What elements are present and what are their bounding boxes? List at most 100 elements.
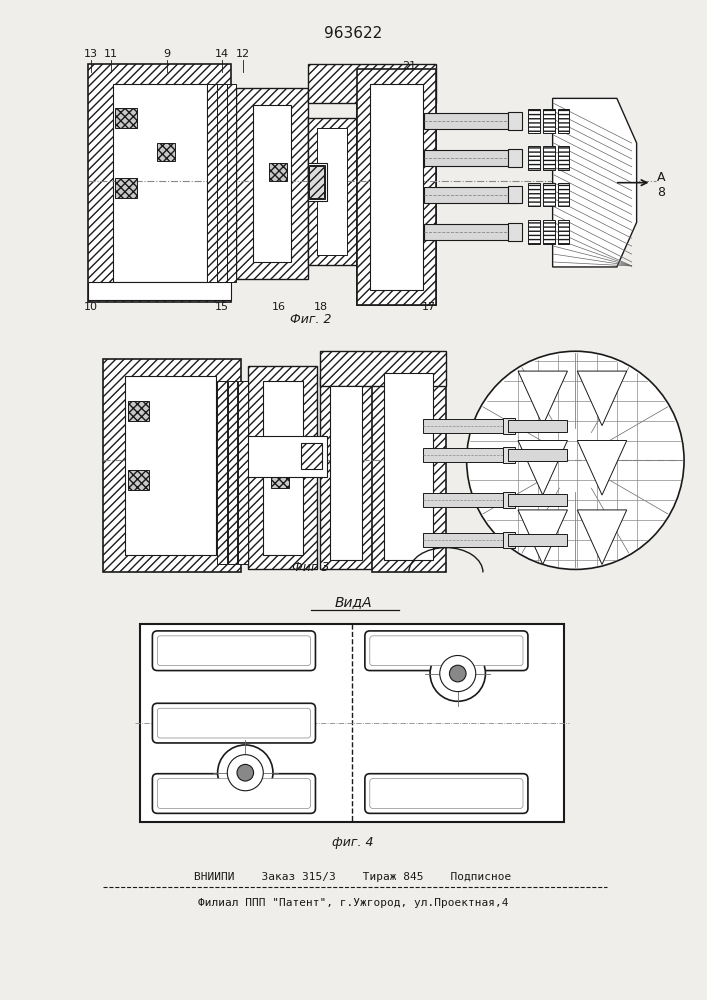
Polygon shape	[578, 371, 626, 426]
Text: 14: 14	[214, 49, 228, 59]
Bar	[370, 84, 423, 290]
Bar	[508, 112, 522, 130]
Text: 13: 13	[84, 49, 98, 59]
Bar	[139, 624, 564, 822]
FancyBboxPatch shape	[370, 636, 523, 666]
Bar	[508, 449, 568, 461]
Text: 18: 18	[313, 302, 327, 312]
Bar	[508, 494, 568, 506]
Bar	[503, 492, 515, 508]
Bar	[158, 143, 175, 161]
Text: фиг. 4: фиг. 4	[332, 836, 374, 849]
Bar	[528, 109, 539, 133]
Bar	[308, 118, 357, 265]
Bar	[228, 381, 238, 564]
Bar	[226, 84, 236, 282]
Bar	[269, 163, 287, 181]
Circle shape	[467, 351, 684, 569]
Bar	[424, 150, 518, 166]
FancyBboxPatch shape	[365, 774, 528, 813]
Bar	[423, 493, 507, 507]
Bar	[128, 470, 149, 490]
Polygon shape	[578, 440, 626, 495]
Polygon shape	[578, 510, 626, 564]
FancyBboxPatch shape	[365, 631, 528, 671]
Bar	[308, 163, 327, 201]
Polygon shape	[518, 371, 568, 426]
FancyBboxPatch shape	[158, 779, 310, 808]
FancyBboxPatch shape	[370, 779, 523, 808]
Bar	[543, 220, 554, 244]
Bar	[508, 223, 522, 241]
Text: 9: 9	[163, 49, 171, 59]
Bar	[503, 532, 515, 548]
Bar	[357, 69, 436, 305]
Bar	[423, 419, 507, 433]
Bar	[308, 166, 325, 198]
Bar	[115, 178, 136, 198]
Bar	[113, 84, 206, 282]
Bar	[320, 376, 372, 569]
Text: 17: 17	[422, 302, 436, 312]
Bar	[88, 64, 231, 302]
Polygon shape	[518, 440, 568, 495]
FancyBboxPatch shape	[153, 774, 315, 813]
Circle shape	[218, 745, 273, 800]
FancyBboxPatch shape	[158, 708, 310, 738]
Text: 8: 8	[658, 186, 665, 199]
Text: ВНИИПИ    Заказ 315/3    Тираж 845    Подписное: ВНИИПИ Заказ 315/3 Тираж 845 Подписное	[194, 872, 512, 882]
Bar	[423, 533, 507, 547]
Bar	[543, 146, 554, 170]
Text: 21: 21	[402, 61, 416, 71]
Bar	[216, 381, 226, 564]
Text: 11: 11	[104, 49, 118, 59]
Bar	[308, 64, 436, 103]
Polygon shape	[553, 98, 636, 267]
Text: Фиг. 2: Фиг. 2	[290, 313, 332, 326]
Bar	[308, 165, 325, 199]
Text: A: A	[657, 171, 665, 184]
Circle shape	[430, 646, 486, 701]
Bar	[528, 220, 539, 244]
Text: Филиал ППП "Патент", г.Ужгород, ул.Проектная,4: Филиал ППП "Патент", г.Ужгород, ул.Проек…	[198, 898, 508, 908]
Bar	[128, 401, 149, 421]
Bar	[424, 187, 518, 202]
Bar	[320, 351, 446, 386]
Bar	[248, 436, 327, 477]
Circle shape	[450, 665, 466, 682]
Bar	[115, 108, 136, 128]
Bar	[124, 376, 216, 555]
Bar	[384, 373, 433, 560]
Bar	[253, 105, 291, 262]
Bar	[238, 381, 248, 564]
Bar	[558, 183, 569, 206]
Bar	[528, 146, 539, 170]
Bar	[558, 146, 569, 170]
Bar	[558, 220, 569, 244]
Bar	[508, 149, 522, 167]
Circle shape	[228, 755, 263, 791]
Bar	[558, 109, 569, 133]
Bar	[503, 447, 515, 463]
Bar	[508, 420, 568, 432]
Text: 16: 16	[272, 302, 286, 312]
FancyBboxPatch shape	[158, 636, 310, 666]
Text: 12: 12	[236, 49, 250, 59]
Bar	[357, 69, 436, 305]
Bar	[503, 418, 515, 434]
Bar	[300, 443, 322, 469]
FancyBboxPatch shape	[153, 703, 315, 743]
Bar	[103, 359, 241, 572]
Bar	[248, 366, 317, 569]
Text: ВидА: ВидА	[334, 595, 372, 609]
Bar	[263, 381, 303, 555]
Bar	[206, 84, 216, 282]
Bar	[423, 448, 507, 462]
Polygon shape	[518, 510, 568, 564]
Bar	[330, 386, 362, 560]
Text: 963622: 963622	[324, 26, 382, 41]
Bar	[543, 109, 554, 133]
Text: 10: 10	[84, 302, 98, 312]
Circle shape	[237, 764, 254, 781]
Bar	[508, 534, 568, 546]
